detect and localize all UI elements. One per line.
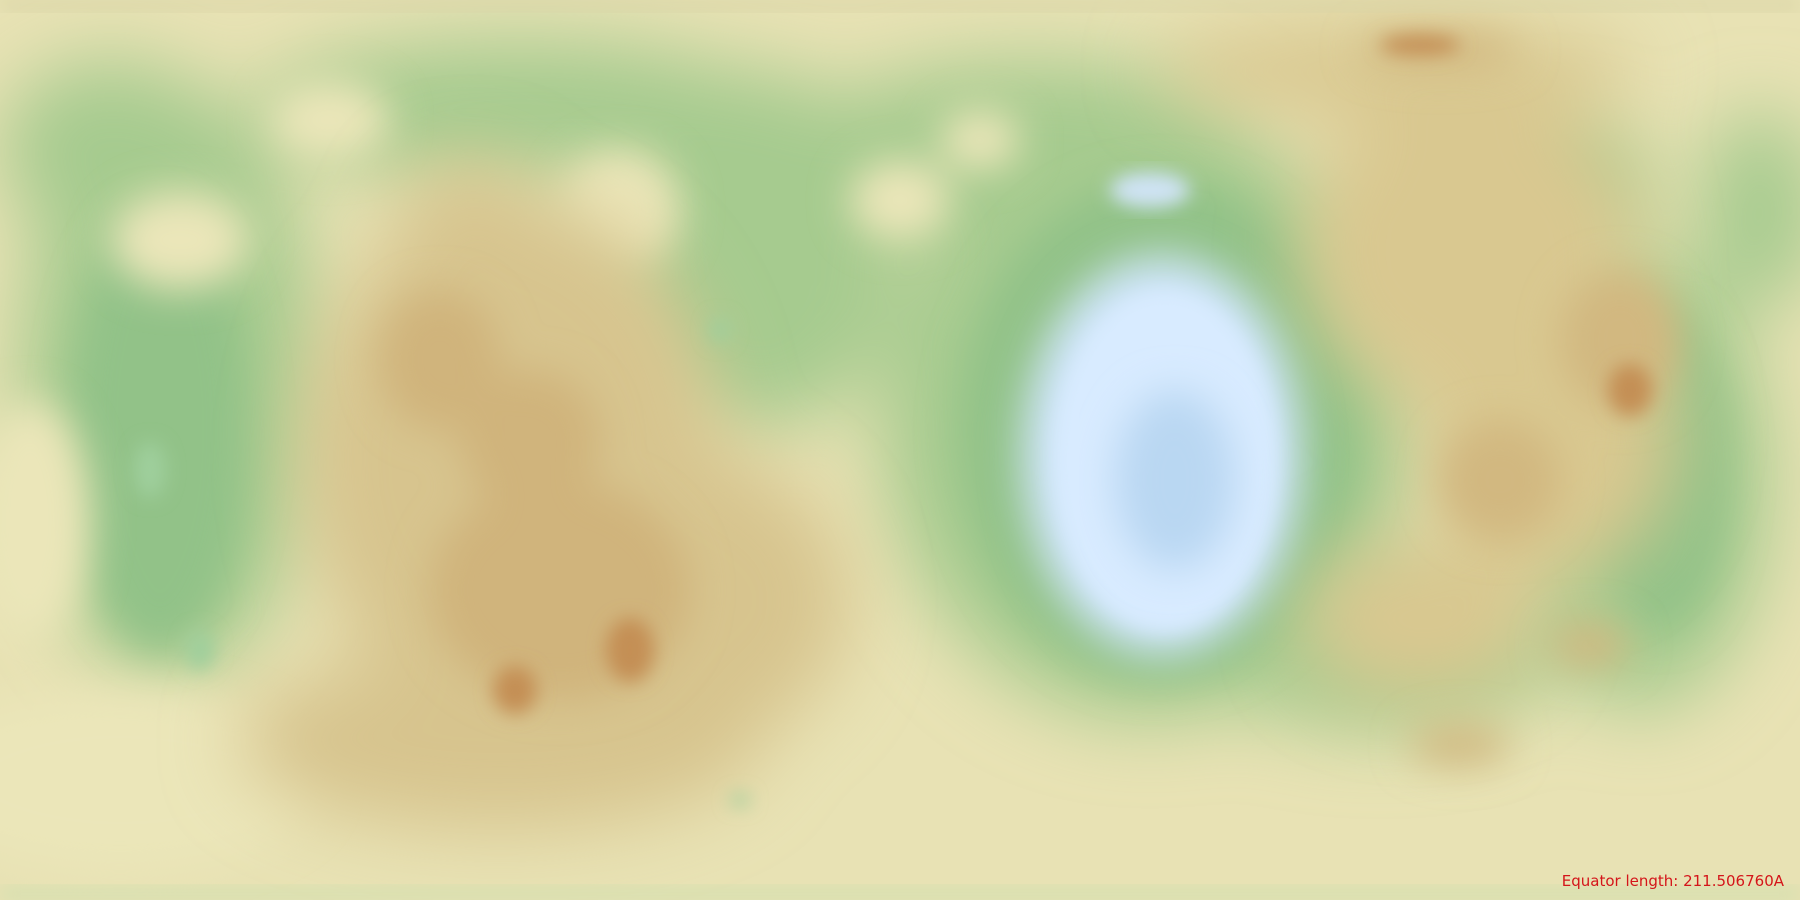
pale-patches (0, 80, 1540, 870)
south-polar-band (0, 888, 1800, 900)
peaks (493, 35, 1652, 714)
water-basin (1022, 172, 1302, 655)
equator-length-readout: Equator length: 211.506760A (1561, 872, 1784, 890)
small-lakes (134, 318, 750, 806)
north-polar-band (0, 0, 1800, 10)
